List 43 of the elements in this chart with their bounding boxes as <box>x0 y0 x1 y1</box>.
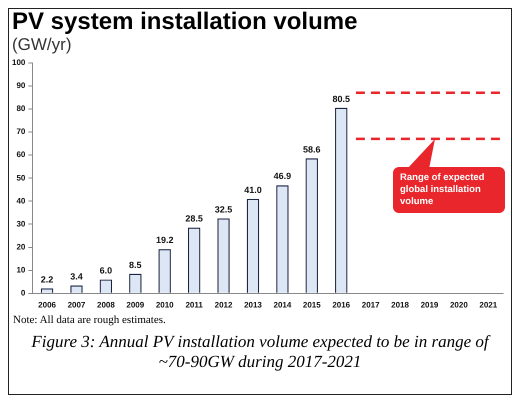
x-tick-label: 2013 <box>244 300 262 310</box>
x-tick-label: 2007 <box>68 300 86 310</box>
y-tick-label: 30 <box>16 219 26 228</box>
y-tick-label: 10 <box>16 266 26 275</box>
data-label: 32.5 <box>214 204 232 214</box>
x-tick-label: 2019 <box>420 300 439 310</box>
data-label: 46.9 <box>274 171 292 182</box>
x-tick-label: 2011 <box>185 300 204 310</box>
data-label: 6.0 <box>100 266 112 276</box>
data-label: 28.5 <box>185 214 203 224</box>
x-tick-label: 2012 <box>214 300 233 310</box>
annotation: Range of expected global installation volume <box>393 167 505 213</box>
x-tick-label: 2017 <box>362 300 380 310</box>
y-tick-label: 80 <box>16 104 26 114</box>
y-tick-label: 100 <box>12 58 26 68</box>
data-label: 58.6 <box>303 144 321 154</box>
x-tick-label: 2009 <box>126 300 145 310</box>
x-tick-label: 2006 <box>38 300 57 310</box>
text: Note: All data are rough estimates. <box>13 314 167 326</box>
x-tick-label: 2015 <box>302 300 322 310</box>
data-label: 41.0 <box>244 184 262 195</box>
y-tick-label: 50 <box>16 173 26 182</box>
x-tick-label: 2018 <box>391 300 410 310</box>
data-label: 8.5 <box>129 260 142 270</box>
caption: Figure 3: Annual PV installation volume expected to be in range of ~70-90GW during 2017-2021 <box>30 332 492 372</box>
y-tick-label: 0 <box>20 288 26 298</box>
chart-subtitle: (GW/yr) <box>12 35 72 55</box>
x-tick-label: 2008 <box>96 300 116 310</box>
data-label: 19.2 <box>156 235 174 246</box>
chart-title: PV system installation volume <box>12 8 358 35</box>
x-tick-label: 2016 <box>332 300 351 310</box>
y-tick-label: 60 <box>16 150 26 160</box>
x-tick-label: 2010 <box>156 300 174 310</box>
data-label: 2.2 <box>40 274 54 284</box>
y-tick-label: 90 <box>16 81 26 90</box>
x-tick-label: 2021 <box>479 300 498 310</box>
x-tick-label: 2020 <box>450 300 468 310</box>
y-tick-label: 40 <box>16 196 26 206</box>
y-tick-label: 20 <box>16 242 26 252</box>
y-tick-label: 70 <box>16 127 26 136</box>
data-label: 80.5 <box>332 94 350 104</box>
x-tick-label: 2014 <box>273 300 292 310</box>
data-label: 3.4 <box>70 272 83 282</box>
